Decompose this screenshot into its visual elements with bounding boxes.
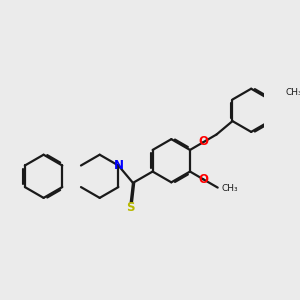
Text: CH₃: CH₃ <box>221 184 238 193</box>
Text: O: O <box>199 135 208 148</box>
Text: N: N <box>114 159 124 172</box>
Text: O: O <box>199 173 208 186</box>
Text: S: S <box>127 201 135 214</box>
Text: CH₃: CH₃ <box>285 88 300 97</box>
